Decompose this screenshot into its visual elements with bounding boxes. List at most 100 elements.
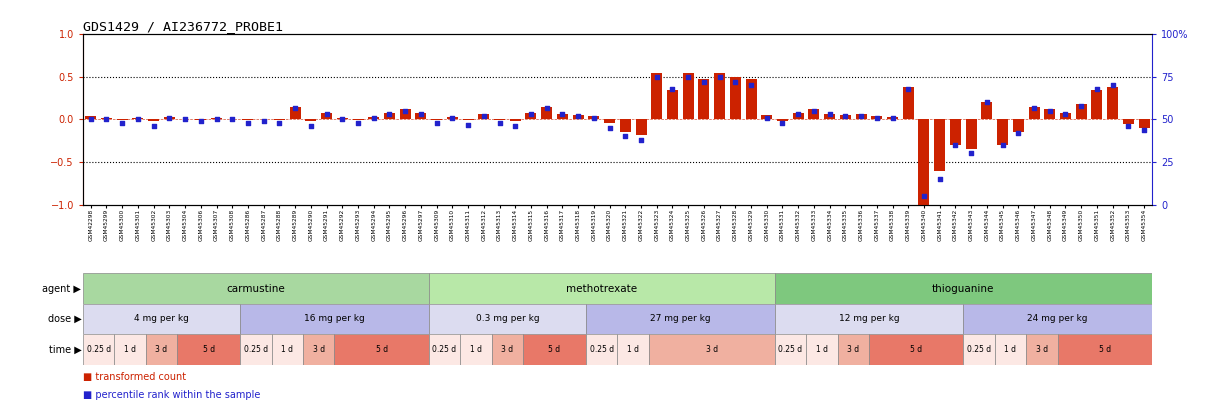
Point bbox=[474, 113, 494, 119]
Point bbox=[112, 119, 132, 126]
Text: ■ transformed count: ■ transformed count bbox=[83, 372, 187, 382]
Text: 1 d: 1 d bbox=[124, 345, 137, 354]
Bar bbox=[997, 119, 1008, 145]
Text: 16 mg per kg: 16 mg per kg bbox=[304, 314, 364, 324]
Point bbox=[679, 74, 698, 80]
Bar bbox=[478, 114, 489, 119]
Bar bbox=[429, 304, 586, 334]
Bar bbox=[635, 119, 646, 135]
Text: 5 d: 5 d bbox=[549, 345, 561, 354]
Point bbox=[1056, 111, 1075, 117]
Point bbox=[191, 118, 211, 124]
Point bbox=[552, 111, 572, 117]
Bar bbox=[85, 116, 96, 119]
Bar bbox=[149, 119, 160, 121]
Bar bbox=[730, 77, 741, 119]
Bar bbox=[963, 304, 1152, 334]
Text: 3 d: 3 d bbox=[847, 345, 859, 354]
Point bbox=[851, 113, 870, 119]
Bar bbox=[1123, 119, 1134, 124]
Point bbox=[223, 116, 243, 123]
Text: ■ percentile rank within the sample: ■ percentile rank within the sample bbox=[83, 390, 261, 400]
Bar bbox=[963, 334, 995, 364]
Text: 0.25 d: 0.25 d bbox=[87, 345, 111, 354]
Point bbox=[663, 85, 683, 92]
Bar bbox=[651, 73, 662, 119]
Bar bbox=[869, 334, 963, 364]
Bar bbox=[352, 119, 363, 120]
Point bbox=[883, 115, 902, 121]
Text: 24 mg per kg: 24 mg per kg bbox=[1028, 314, 1087, 324]
Point bbox=[1072, 102, 1091, 109]
Text: 1 d: 1 d bbox=[471, 345, 482, 354]
Bar bbox=[777, 119, 787, 121]
Point bbox=[1008, 130, 1028, 136]
Point bbox=[805, 108, 824, 114]
Point bbox=[1103, 82, 1123, 89]
Text: 0.25 d: 0.25 d bbox=[590, 345, 613, 354]
Bar bbox=[1107, 87, 1118, 119]
Text: 5 d: 5 d bbox=[911, 345, 923, 354]
Text: 5 d: 5 d bbox=[375, 345, 388, 354]
Text: 0.25 d: 0.25 d bbox=[433, 345, 457, 354]
Bar bbox=[243, 119, 254, 120]
Bar bbox=[290, 107, 301, 119]
Point bbox=[1087, 85, 1107, 92]
Point bbox=[741, 82, 761, 89]
Text: 3 d: 3 d bbox=[501, 345, 513, 354]
Point bbox=[490, 119, 510, 126]
Bar bbox=[416, 113, 427, 119]
Point bbox=[725, 79, 745, 85]
Point bbox=[254, 118, 273, 124]
Bar bbox=[510, 119, 521, 121]
Bar bbox=[649, 334, 774, 364]
Bar bbox=[83, 273, 429, 304]
Bar bbox=[774, 334, 806, 364]
Bar bbox=[605, 119, 616, 123]
Text: 3 d: 3 d bbox=[312, 345, 324, 354]
Point bbox=[333, 116, 352, 123]
Point bbox=[978, 99, 997, 106]
Bar bbox=[1013, 119, 1024, 132]
Bar bbox=[856, 114, 867, 119]
Bar bbox=[1029, 107, 1040, 119]
Bar bbox=[1075, 104, 1086, 119]
Bar bbox=[1091, 90, 1102, 119]
Bar bbox=[950, 119, 961, 145]
Bar bbox=[491, 334, 523, 364]
Text: 0.25 d: 0.25 d bbox=[967, 345, 991, 354]
Bar bbox=[746, 79, 757, 119]
Bar bbox=[163, 117, 174, 119]
Text: methotrexate: methotrexate bbox=[566, 284, 638, 294]
Bar bbox=[83, 334, 115, 364]
Bar bbox=[305, 119, 317, 121]
Point bbox=[600, 125, 619, 131]
Bar bbox=[211, 118, 222, 119]
Point bbox=[773, 119, 792, 126]
Point bbox=[1040, 108, 1059, 114]
Point bbox=[647, 74, 667, 80]
Point bbox=[427, 119, 446, 126]
Bar bbox=[461, 334, 491, 364]
Point bbox=[584, 115, 603, 121]
Bar bbox=[934, 119, 945, 171]
Bar bbox=[887, 117, 898, 119]
Bar bbox=[146, 334, 177, 364]
Point bbox=[631, 136, 651, 143]
Point bbox=[301, 123, 321, 130]
Bar bbox=[995, 334, 1026, 364]
Text: thioguanine: thioguanine bbox=[933, 284, 995, 294]
Point bbox=[379, 111, 399, 117]
Bar bbox=[589, 116, 600, 119]
Bar bbox=[1026, 334, 1058, 364]
Point bbox=[992, 142, 1012, 148]
Point bbox=[536, 104, 556, 111]
Text: 4 mg per kg: 4 mg per kg bbox=[134, 314, 189, 324]
Point bbox=[616, 133, 635, 140]
Bar bbox=[240, 304, 429, 334]
Text: time ▶: time ▶ bbox=[49, 344, 82, 354]
Point bbox=[898, 85, 918, 92]
Bar bbox=[903, 87, 914, 119]
Bar bbox=[368, 117, 379, 119]
Bar bbox=[617, 334, 649, 364]
